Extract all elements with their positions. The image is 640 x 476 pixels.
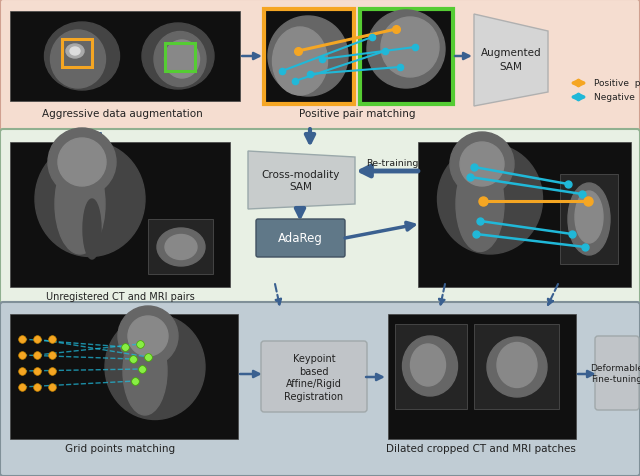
- Text: Grid points matching: Grid points matching: [65, 443, 175, 453]
- Polygon shape: [248, 152, 355, 209]
- Circle shape: [48, 129, 116, 197]
- Text: Aggressive data augmentation: Aggressive data augmentation: [42, 109, 202, 119]
- Ellipse shape: [403, 336, 458, 396]
- Text: Unregistered CT and MRI pairs: Unregistered CT and MRI pairs: [45, 291, 195, 301]
- Bar: [10, 12, 240, 102]
- Bar: [10, 143, 230, 288]
- Bar: [388, 314, 576, 439]
- Ellipse shape: [410, 344, 445, 386]
- Ellipse shape: [66, 45, 84, 59]
- Ellipse shape: [268, 17, 348, 97]
- Circle shape: [450, 133, 514, 197]
- Ellipse shape: [273, 28, 328, 96]
- FancyBboxPatch shape: [261, 341, 367, 412]
- Bar: [560, 175, 618, 265]
- Polygon shape: [474, 15, 548, 107]
- Text: Positive pair matching: Positive pair matching: [299, 109, 415, 119]
- Ellipse shape: [165, 235, 197, 260]
- Bar: [148, 219, 213, 275]
- Circle shape: [58, 139, 106, 187]
- Text: Positive  pairs: Positive pairs: [594, 79, 640, 89]
- Ellipse shape: [575, 192, 603, 244]
- Text: AdaReg: AdaReg: [278, 232, 323, 245]
- Ellipse shape: [487, 337, 547, 397]
- Ellipse shape: [154, 32, 206, 87]
- Circle shape: [460, 143, 504, 187]
- Ellipse shape: [105, 315, 205, 420]
- Ellipse shape: [381, 18, 439, 78]
- Bar: [10, 314, 238, 439]
- Circle shape: [118, 307, 178, 366]
- Ellipse shape: [157, 228, 205, 267]
- Ellipse shape: [51, 31, 106, 89]
- FancyBboxPatch shape: [0, 130, 640, 306]
- Ellipse shape: [456, 157, 504, 252]
- Ellipse shape: [568, 184, 610, 256]
- Text: Keypoint
based
Affine/Rigid
Registration: Keypoint based Affine/Rigid Registration: [284, 354, 344, 401]
- Text: Deformable
Fine-tuning: Deformable Fine-tuning: [591, 363, 640, 383]
- Ellipse shape: [164, 41, 200, 79]
- FancyBboxPatch shape: [0, 302, 640, 476]
- Ellipse shape: [497, 343, 537, 387]
- Bar: [360, 10, 453, 105]
- Ellipse shape: [83, 199, 101, 259]
- FancyBboxPatch shape: [595, 336, 639, 410]
- Text: Augmented
SAM: Augmented SAM: [481, 48, 541, 71]
- FancyBboxPatch shape: [256, 219, 345, 258]
- Ellipse shape: [35, 142, 145, 257]
- Text: Cross-modality
SAM: Cross-modality SAM: [262, 169, 340, 192]
- Text: Re-training: Re-training: [366, 159, 418, 168]
- Bar: [62, 40, 92, 68]
- Ellipse shape: [70, 48, 80, 56]
- Bar: [395, 324, 467, 409]
- Ellipse shape: [367, 11, 445, 89]
- Circle shape: [128, 317, 168, 356]
- Text: Negative  pairs: Negative pairs: [594, 93, 640, 102]
- FancyBboxPatch shape: [0, 0, 640, 133]
- Ellipse shape: [55, 155, 105, 255]
- Bar: [264, 10, 354, 105]
- Ellipse shape: [45, 23, 120, 91]
- Text: Dilated cropped CT and MRI patches: Dilated cropped CT and MRI patches: [386, 443, 576, 453]
- Ellipse shape: [438, 145, 543, 255]
- Ellipse shape: [123, 327, 167, 415]
- Bar: [418, 143, 631, 288]
- Ellipse shape: [142, 24, 214, 90]
- Bar: [165, 44, 195, 72]
- Bar: [474, 324, 559, 409]
